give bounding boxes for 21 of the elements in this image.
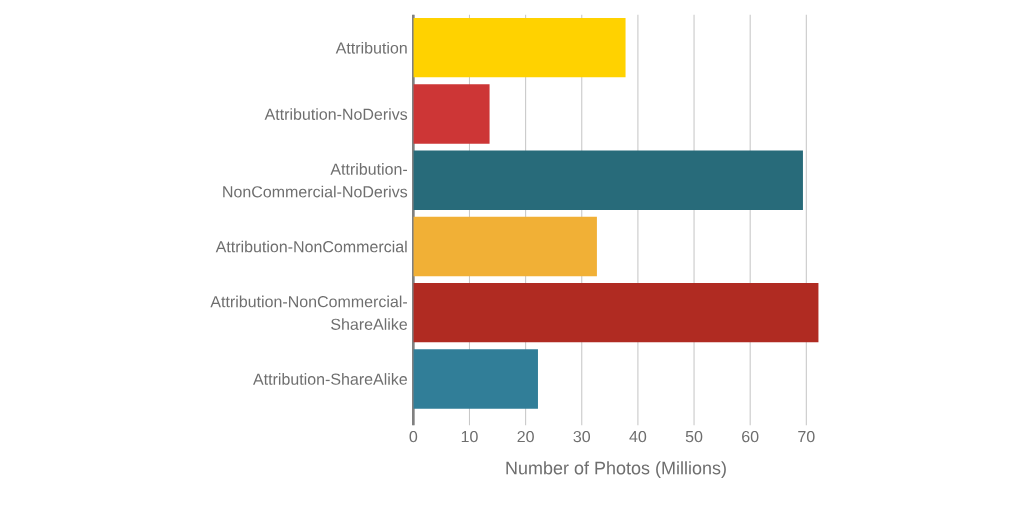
bar (413, 349, 538, 409)
x-tick-label: 10 (461, 430, 478, 443)
x-tick-label: 30 (573, 430, 591, 443)
x-tick-label: 70 (798, 430, 815, 443)
x-tick-label: 50 (685, 430, 703, 443)
bar (413, 84, 490, 144)
y-tick-label: Attribution-NonCommercial-ShareAlike (210, 295, 407, 330)
bar (413, 282, 819, 343)
y-tick-label: Attribution-NoDerivs (264, 108, 408, 120)
x-tick-label: 20 (517, 430, 534, 443)
y-tick-label: Attribution-NonCommercial (215, 240, 407, 253)
y-tick-label: Attribution-NonCommercial-NoDerivs (223, 163, 408, 198)
x-axis-title: Number of Photos (Millions) (506, 461, 726, 478)
x-tick-label: 40 (629, 430, 647, 443)
x-tick-label: 60 (742, 430, 759, 443)
bar (413, 216, 597, 277)
bar (413, 150, 803, 211)
bar (413, 17, 626, 78)
x-tick-label: 0 (409, 430, 418, 443)
y-tick-label: Attribution-ShareAlike (253, 373, 407, 385)
y-tick-label: Attribution (335, 41, 407, 54)
